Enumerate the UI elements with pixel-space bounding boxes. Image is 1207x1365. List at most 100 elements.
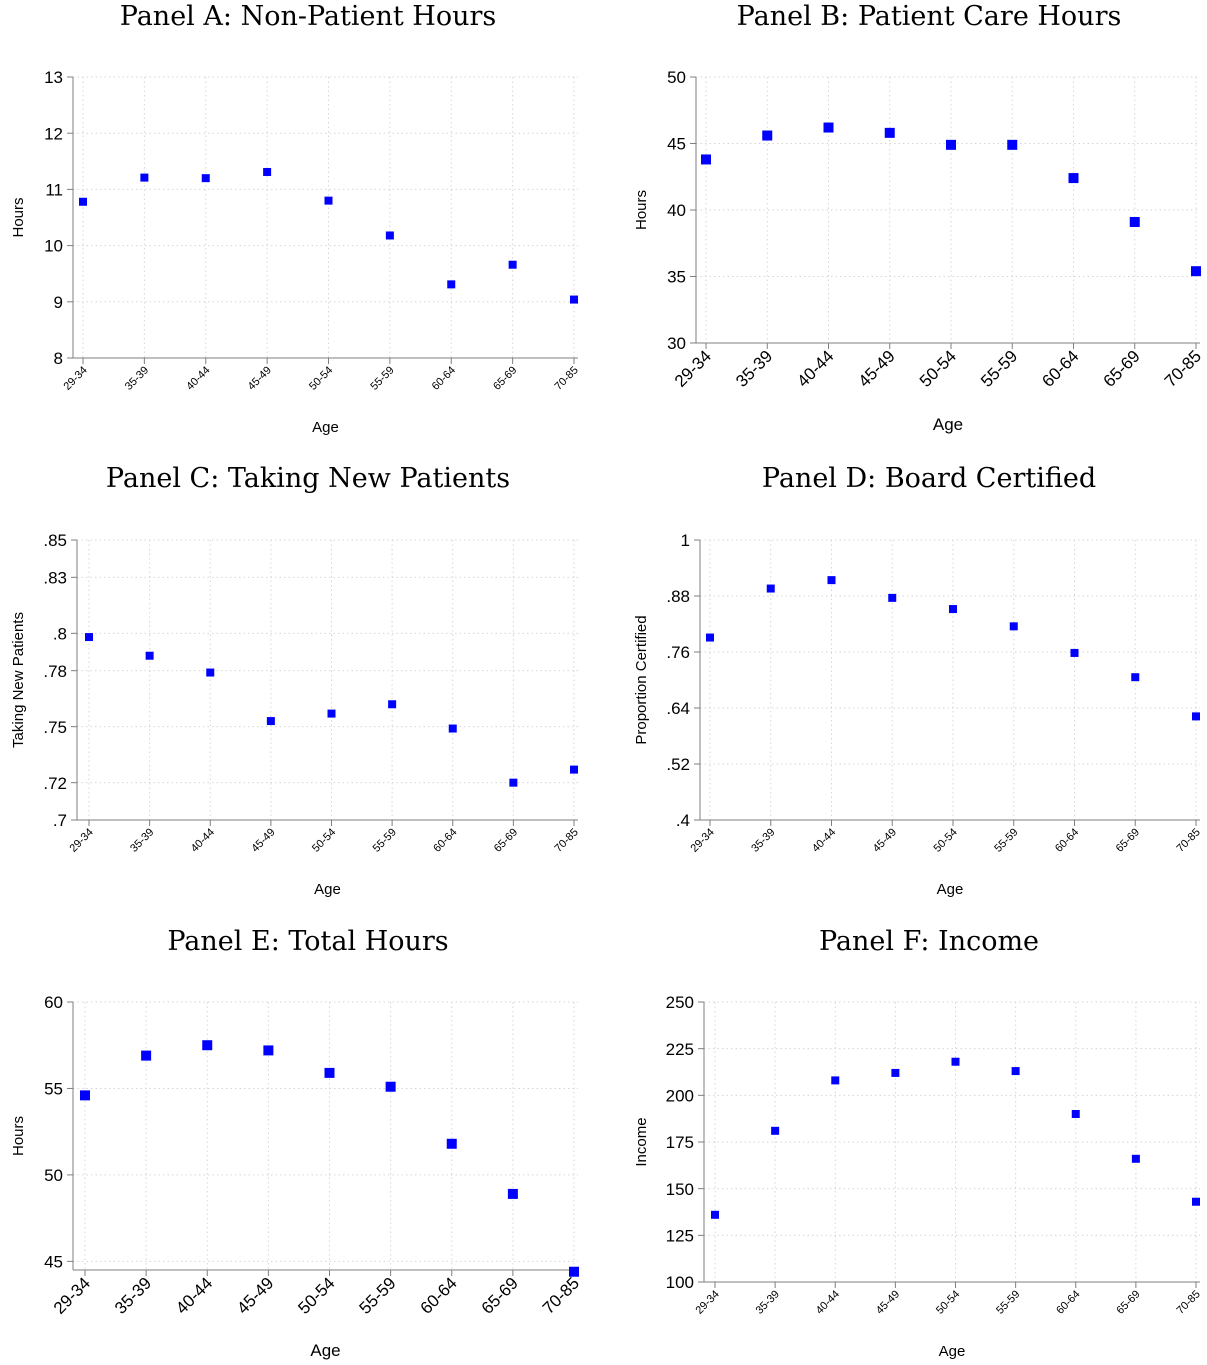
y-tick-label: 40	[667, 201, 686, 220]
x-tick-label: 65-69	[478, 1274, 522, 1318]
x-tick-label: 35-39	[732, 347, 776, 391]
x-tick-label: 40-44	[184, 364, 212, 392]
data-point	[79, 197, 87, 206]
y-tick-label: .7	[53, 811, 67, 830]
y-tick-label: 12	[44, 124, 63, 143]
data-point	[145, 651, 154, 660]
x-tick-label: 70-85	[1161, 347, 1205, 391]
data-point	[266, 717, 275, 726]
y-tick-label: 100	[666, 1273, 694, 1292]
data-point	[507, 1188, 518, 1199]
data-point	[701, 154, 711, 165]
y-tick-label: 30	[667, 334, 686, 353]
data-point	[951, 1057, 960, 1066]
data-point	[1071, 1110, 1080, 1118]
x-tick-label: 35-39	[754, 1288, 782, 1316]
x-tick-label: 65-69	[1100, 347, 1144, 391]
panel-e: Panel E: Total Hours 45 50 55 60 29-34 35-39 40…	[10, 926, 583, 1360]
data-point	[569, 1266, 579, 1277]
y-tick-label: 200	[666, 1086, 694, 1105]
x-tick-label: 55-59	[992, 826, 1020, 854]
x-tick-label: 29-34	[693, 1288, 721, 1316]
x-tick-label: 60-64	[417, 1274, 461, 1318]
x-tick-label: 50-54	[916, 347, 960, 391]
x-axis-title: Age	[312, 419, 339, 436]
y-tick-label: 225	[666, 1040, 694, 1059]
y-tick-label: .8	[53, 624, 67, 643]
x-axis-title: Age	[939, 1343, 966, 1360]
x-tick-label: 45-49	[249, 826, 277, 854]
data-point	[946, 139, 956, 150]
data-point	[827, 576, 836, 585]
y-axis-title: Income	[633, 1117, 650, 1166]
data-point	[324, 196, 333, 205]
data-point	[509, 778, 518, 787]
y-tick-label: 125	[666, 1226, 694, 1245]
panel-a: Panel A: Non-Patient Hours 8 9 10 11 12 13 29-3…	[10, 1, 581, 436]
data-point	[201, 174, 210, 183]
x-tick-label: 45-49	[855, 347, 899, 391]
data-point	[888, 593, 897, 602]
data-point	[1129, 216, 1140, 227]
x-tick-label: 50-54	[931, 826, 959, 854]
y-tick-label: 9	[54, 293, 63, 312]
y-tick-label: 45	[44, 1252, 63, 1271]
x-axis-title: Age	[937, 881, 964, 898]
x-tick-label: 35-39	[749, 826, 777, 854]
y-tick-label: 45	[667, 135, 686, 154]
y-axis-title: Hours	[10, 1116, 27, 1156]
y-tick-label: 35	[667, 268, 686, 287]
y-tick-label: 250	[666, 993, 694, 1012]
x-tick-label: 55-59	[368, 364, 396, 392]
panel-c: Panel C: Taking New Patients .7 .72 .75 .78.…	[10, 463, 581, 898]
y-axis-title: Hours	[633, 190, 650, 230]
x-tick-label: 50-54	[307, 364, 335, 392]
x-tick-label: 45-49	[871, 826, 899, 854]
x-axis-title: Age	[310, 1341, 340, 1360]
data-point	[1192, 712, 1200, 721]
x-tick-label: 40-44	[814, 1288, 842, 1316]
panel-title: Panel A: Non-Patient Hours	[120, 1, 497, 32]
data-point	[508, 260, 517, 269]
data-point	[884, 127, 895, 138]
x-tick-label: 40-44	[172, 1274, 216, 1318]
y-tick-label: 13	[44, 68, 63, 87]
x-tick-label: 55-59	[371, 826, 399, 854]
x-tick-label: 65-69	[492, 826, 520, 854]
x-tick-label: 29-34	[671, 347, 715, 391]
data-point	[140, 173, 149, 182]
data-point	[570, 295, 578, 304]
x-tick-label: 65-69	[1114, 826, 1142, 854]
data-point	[385, 1081, 396, 1092]
data-point	[1070, 648, 1079, 657]
y-tick-label: .88	[666, 587, 690, 606]
x-tick-label: 70-85	[1174, 826, 1202, 854]
y-tick-label: .78	[43, 662, 67, 681]
x-tick-label: 60-64	[1038, 347, 1082, 391]
x-tick-label: 55-59	[977, 347, 1021, 391]
x-tick-label: 29-34	[50, 1274, 94, 1318]
x-axis-title: Age	[933, 415, 963, 434]
data-point	[949, 605, 957, 614]
data-point	[762, 130, 773, 141]
data-point	[1192, 1197, 1200, 1206]
panel-title: Panel C: Taking New Patients	[106, 463, 510, 494]
x-tick-label: 40-44	[189, 826, 217, 854]
data-point	[1131, 673, 1140, 682]
data-point	[327, 709, 336, 718]
data-point	[823, 122, 834, 133]
x-tick-label: 65-69	[1114, 1288, 1142, 1316]
x-tick-label: 50-54	[294, 1274, 338, 1318]
data-point	[1011, 1067, 1020, 1076]
y-tick-label: .4	[676, 811, 690, 830]
x-tick-label: 70-85	[552, 826, 580, 854]
x-tick-label: 60-64	[1053, 826, 1081, 854]
x-tick-label: 65-69	[491, 364, 519, 392]
x-axis-title: Age	[314, 881, 341, 898]
x-tick-label: 40-44	[793, 347, 837, 391]
x-tick-label: 35-39	[111, 1274, 155, 1318]
x-tick-label: 70-85	[539, 1274, 583, 1318]
y-axis-title: Hours	[10, 197, 27, 237]
data-point	[202, 1040, 213, 1051]
